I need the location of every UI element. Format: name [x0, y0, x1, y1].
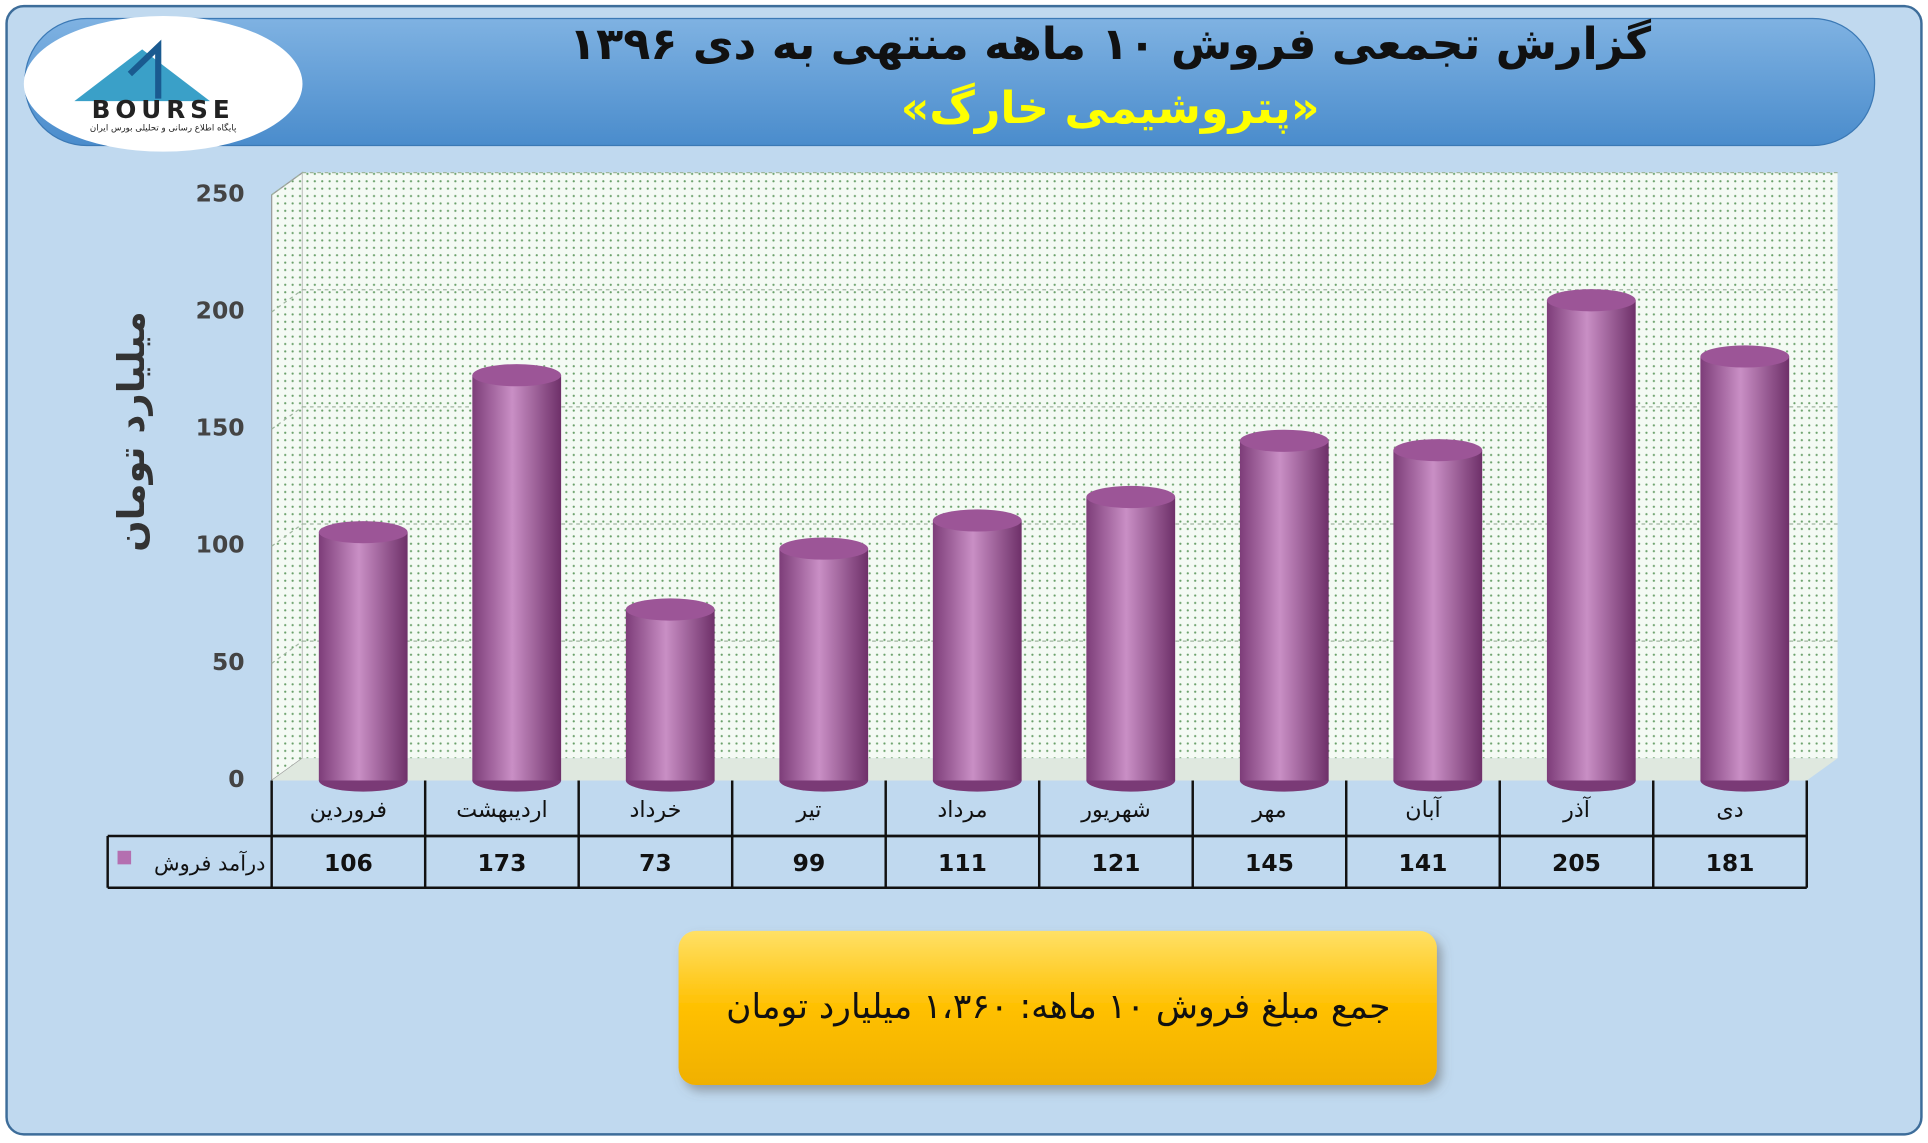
chart-title: گزارش تجمعی فروش ۱۰ ماهه منتهی به دی ۱۳۹…: [569, 18, 1651, 70]
y-tick-label: 50: [212, 648, 245, 676]
logo-text: BOURSE: [92, 95, 235, 124]
bar-top: [1393, 439, 1483, 462]
chart-subtitle: «پتروشیمی خارگ»: [901, 82, 1320, 134]
x-tick-label: آذر: [1562, 796, 1591, 823]
grid-line: [271, 406, 303, 430]
logo-icon: [74, 49, 211, 102]
table-value: 145: [1245, 849, 1294, 877]
table-value: 173: [477, 849, 526, 877]
bar-top: [318, 521, 408, 544]
bar-top: [1700, 345, 1790, 368]
bar: [932, 520, 1022, 781]
logo-icon: [127, 39, 162, 99]
grid-line: [271, 640, 303, 664]
bar: [472, 375, 562, 781]
legend-swatch: [117, 850, 132, 865]
bar: [779, 548, 869, 781]
y-tick-label: 250: [196, 179, 245, 207]
bar: [625, 609, 715, 781]
table-value: 111: [938, 849, 987, 877]
bar-top: [779, 537, 869, 560]
bar: [1546, 300, 1636, 781]
bar: [1393, 450, 1483, 781]
legend-label: درآمد فروش: [154, 850, 265, 875]
grid-line: [271, 289, 303, 313]
table-value: 73: [639, 849, 672, 877]
table-value: 181: [1706, 849, 1755, 877]
x-tick-label: فروردین: [310, 797, 387, 823]
y-tick-label: 0: [228, 765, 244, 793]
table-value: 205: [1552, 849, 1601, 877]
table-value: 99: [793, 849, 826, 877]
x-tick-label: آبان: [1405, 796, 1441, 823]
side-wall: [271, 171, 304, 782]
bar: [318, 532, 408, 781]
x-tick-label: تیر: [795, 797, 821, 823]
bar-top: [1086, 485, 1176, 509]
grid-line: [271, 172, 303, 196]
bar-top: [932, 509, 1022, 532]
table-value: 121: [1092, 849, 1141, 877]
summary-box: [678, 930, 1437, 1086]
bar-top: [1546, 289, 1636, 312]
bar-top: [1239, 429, 1329, 452]
table-value: 106: [324, 849, 373, 877]
bar-top: [625, 598, 715, 621]
logo-caption: پایگاه اطلاع رسانی و تحلیلی بورس ایران: [90, 123, 237, 134]
x-tick-label: مهر: [1251, 797, 1286, 823]
grid-line: [271, 523, 303, 547]
x-tick-label: شهریور: [1080, 797, 1150, 823]
bar: [1239, 440, 1329, 781]
plot: 0 50 100 150 200 250 فروردین 106 اردیبهشت 173 خردا…: [106, 172, 1838, 889]
y-tick-label: 200: [196, 296, 245, 324]
y-tick-label: 150: [196, 414, 245, 442]
x-tick-label: خرداد: [629, 797, 681, 823]
x-tick-label: مرداد: [937, 797, 987, 823]
summary-text: جمع مبلغ فروش ۱۰ ماهه: ۱،۳۶۰ میلیارد توم…: [726, 987, 1390, 1027]
bar-top: [472, 364, 562, 387]
y-axis-label: میلیارد تومان: [110, 311, 153, 552]
x-tick-label: دی: [1716, 797, 1743, 823]
table-value: 141: [1399, 849, 1448, 877]
bar: [1086, 497, 1176, 781]
bar: [1700, 356, 1790, 781]
y-tick-label: 100: [196, 531, 245, 559]
x-tick-label: اردیبهشت: [456, 797, 547, 823]
